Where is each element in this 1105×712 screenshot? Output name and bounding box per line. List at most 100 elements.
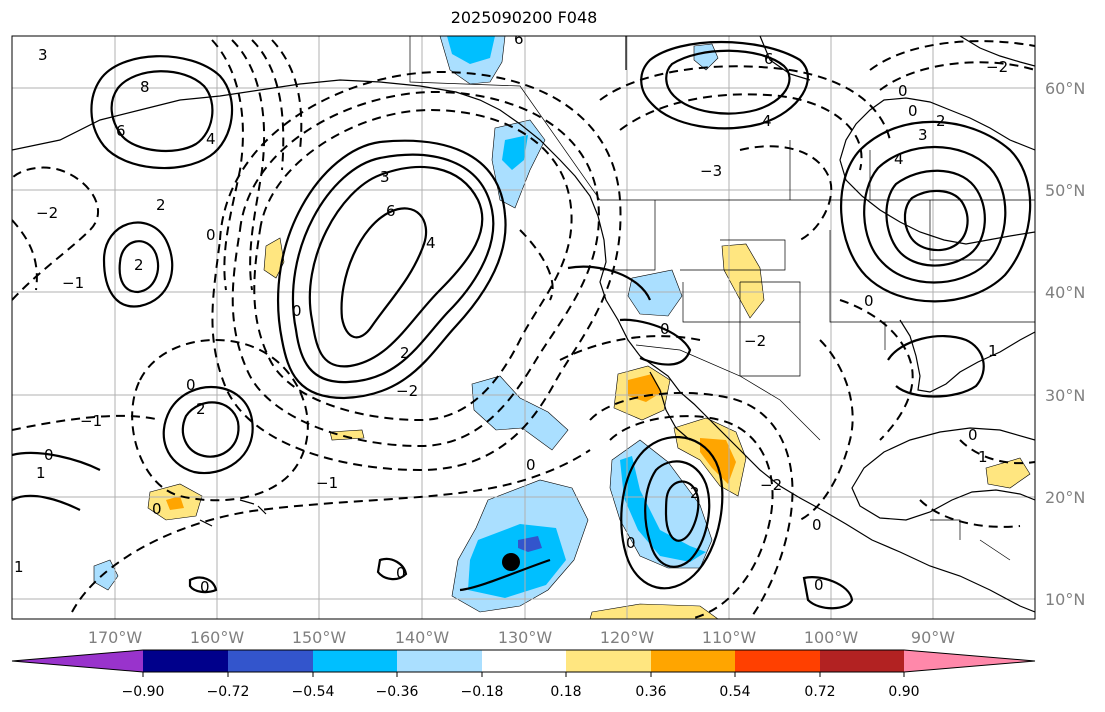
- colorbar-segment: [143, 650, 228, 672]
- shade-negative-bc-coast-core: [502, 135, 528, 170]
- contour-label: 4: [206, 130, 216, 148]
- lon-label-110w: 110°W: [702, 628, 757, 647]
- lon-label-120w: 120°W: [600, 628, 655, 647]
- colorbar-segment: [566, 650, 651, 672]
- storm-center-marker: [502, 553, 520, 571]
- contour-label: 0: [812, 516, 822, 534]
- shade-positive-central: [329, 429, 365, 441]
- contour-label: −1: [316, 474, 338, 492]
- colorbar-tick-label: −0.18: [461, 684, 504, 700]
- colorbar-tick-label: 0.54: [719, 684, 750, 700]
- contour-label: 2: [134, 256, 144, 274]
- lon-label-100w: 100°W: [804, 628, 859, 647]
- contour-label: 0: [814, 576, 824, 594]
- contour-label: 0: [968, 426, 978, 444]
- contour-label: 0: [292, 302, 302, 320]
- colorbar-ticks: [142, 672, 905, 677]
- contour-label: 6: [514, 30, 524, 48]
- colorbar-extend-high: [904, 650, 1035, 672]
- contour-label: 2: [196, 400, 206, 418]
- lat-label-40n: 40°N: [1045, 283, 1085, 302]
- contour-label: 3: [380, 168, 390, 186]
- contour-label: 0: [44, 446, 54, 464]
- contour-label: 4: [762, 112, 772, 130]
- lon-label-150w: 150°W: [292, 628, 347, 647]
- colorbar-tick-label: 0.72: [804, 684, 835, 700]
- contour-label: 3: [38, 46, 48, 64]
- contour-label: 0: [526, 456, 536, 474]
- colorbar-tick-label: −0.54: [292, 684, 335, 700]
- contour-labels: 6 4 2 0 −2 3 0 2 0 2 0 2 0 2 6 4 8 −1 −1…: [14, 30, 1008, 596]
- longitude-labels: 170°W 160°W 150°W 140°W 130°W 120°W 110°…: [88, 628, 955, 647]
- contour-label: 4: [894, 150, 904, 168]
- contour-label: 2: [400, 344, 410, 362]
- contour-label: 0: [626, 534, 636, 552]
- colorbar-tick-label: −0.72: [207, 684, 250, 700]
- contour-label: 1: [14, 558, 24, 576]
- latitude-labels: 60°N 50°N 40°N 30°N 20°N 10°N: [1045, 79, 1085, 609]
- contour-label: −2: [744, 332, 766, 350]
- lat-label-60n: 60°N: [1045, 79, 1085, 98]
- colorbar-segment: [482, 650, 566, 672]
- colorbar-tick-label: 0.36: [635, 684, 666, 700]
- colorbar-tick-label: −0.36: [376, 684, 419, 700]
- lat-label-30n: 30°N: [1045, 386, 1085, 405]
- lat-label-20n: 20°N: [1045, 488, 1085, 507]
- colorbar-segment: [228, 650, 313, 672]
- contour-label: 0: [396, 564, 406, 582]
- contour-label: −1: [62, 274, 84, 292]
- shade-positive-south-edge: [589, 603, 719, 619]
- contour-label: 1: [988, 342, 998, 360]
- colorbar-segment: [397, 650, 482, 672]
- lon-label-170w: 170°W: [88, 628, 143, 647]
- contour-label: 6: [764, 50, 774, 68]
- colorbar: −0.90 −0.72 −0.54 −0.36 −0.18 0.18 0.36 …: [11, 649, 1036, 700]
- solid-contours: [12, 41, 1032, 610]
- lon-label-160w: 160°W: [190, 628, 245, 647]
- shade-negative-utah: [627, 269, 683, 317]
- coastlines: [12, 36, 1035, 613]
- contour-label: 1: [36, 464, 46, 482]
- map-frame: [11, 35, 1036, 620]
- lon-label-140w: 140°W: [395, 628, 450, 647]
- colorbar-tick-label: 0.18: [550, 684, 581, 700]
- lat-label-10n: 10°N: [1045, 590, 1085, 609]
- contour-label: 0: [908, 102, 918, 120]
- contour-label: 8: [140, 78, 150, 96]
- contour-label: 0: [186, 376, 196, 394]
- contour-label: 0: [898, 82, 908, 100]
- contour-label: −1: [80, 412, 102, 430]
- shade-positive-colorado: [721, 243, 765, 319]
- lon-label-90w: 90°W: [911, 628, 955, 647]
- lon-label-130w: 130°W: [498, 628, 553, 647]
- shade-negative-tropical-system-inner: [518, 536, 542, 552]
- contour-label: −3: [700, 162, 722, 180]
- shade-negative-gulf-alaska-core: [447, 36, 495, 64]
- contour-label: 2: [936, 112, 946, 130]
- contour-label: −2: [36, 204, 58, 222]
- contour-label: 1: [978, 448, 988, 466]
- contour-label: 6: [386, 202, 396, 220]
- colorbar-segment: [735, 650, 820, 672]
- contour-label: 6: [116, 122, 126, 140]
- contour-label: 0: [864, 292, 874, 310]
- contour-label: 4: [426, 234, 436, 252]
- colorbar-segment: [313, 650, 397, 672]
- lat-label-50n: 50°N: [1045, 181, 1085, 200]
- dashed-contours: [12, 39, 1035, 619]
- contour-label: 0: [660, 320, 670, 338]
- shade-positive-mexico-coast-core: [700, 438, 736, 484]
- map-title: 2025090200 F048: [450, 8, 598, 27]
- gridlines: [12, 36, 1035, 619]
- contour-label: −2: [396, 382, 418, 400]
- contour-label: 0: [206, 226, 216, 244]
- contour-label: 0: [152, 500, 162, 518]
- colorbar-tick-label: 0.90: [888, 684, 919, 700]
- colorbar-tick-labels: −0.90 −0.72 −0.54 −0.36 −0.18 0.18 0.36 …: [122, 684, 920, 700]
- contour-label: 2: [156, 196, 166, 214]
- shade-positive-hawaii-core: [166, 496, 184, 510]
- contour-label: 0: [200, 578, 210, 596]
- contour-label: 3: [918, 126, 928, 144]
- colorbar-segment: [651, 650, 735, 672]
